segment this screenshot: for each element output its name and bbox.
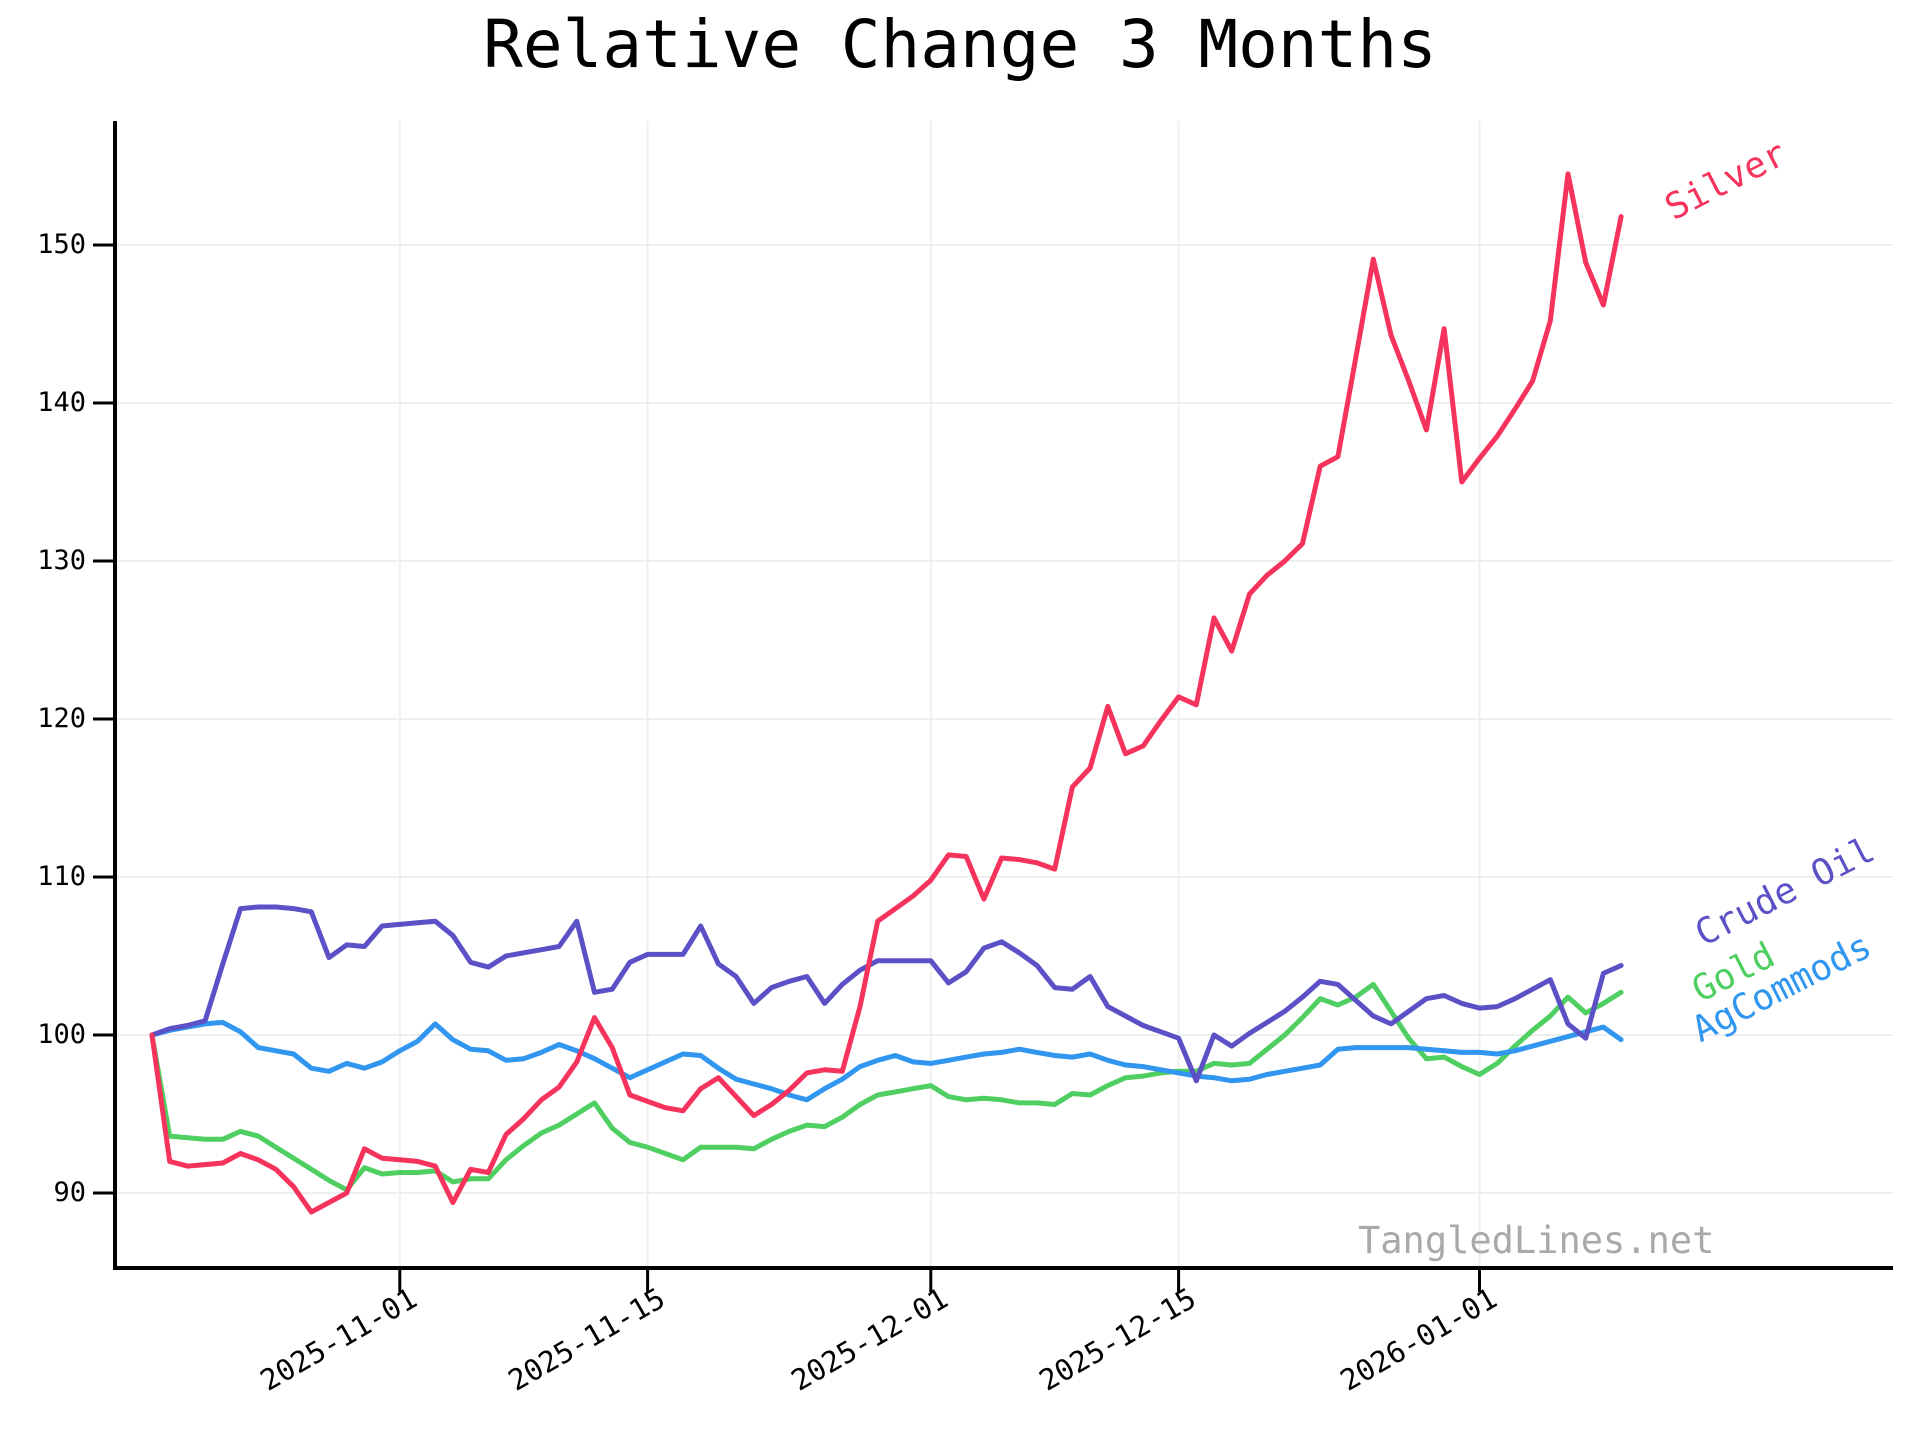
chart-title: Relative Change 3 Months xyxy=(483,6,1437,83)
ytick-label-150: 150 xyxy=(37,229,86,260)
ytick-label-100: 100 xyxy=(37,1019,86,1050)
series-line-gold xyxy=(149,981,1624,1193)
ytick-label-90: 90 xyxy=(53,1177,86,1208)
ytick-label-130: 130 xyxy=(37,545,86,576)
watermark: TangledLines.net xyxy=(1358,1219,1715,1262)
ytick-label-140: 140 xyxy=(37,387,86,418)
ytick-label-110: 110 xyxy=(37,861,86,892)
series-line-crude-oil xyxy=(149,904,1624,1084)
series-line-silver xyxy=(149,171,1624,1215)
ytick-label-120: 120 xyxy=(37,703,86,734)
series-line-agcommods xyxy=(149,1019,1624,1103)
